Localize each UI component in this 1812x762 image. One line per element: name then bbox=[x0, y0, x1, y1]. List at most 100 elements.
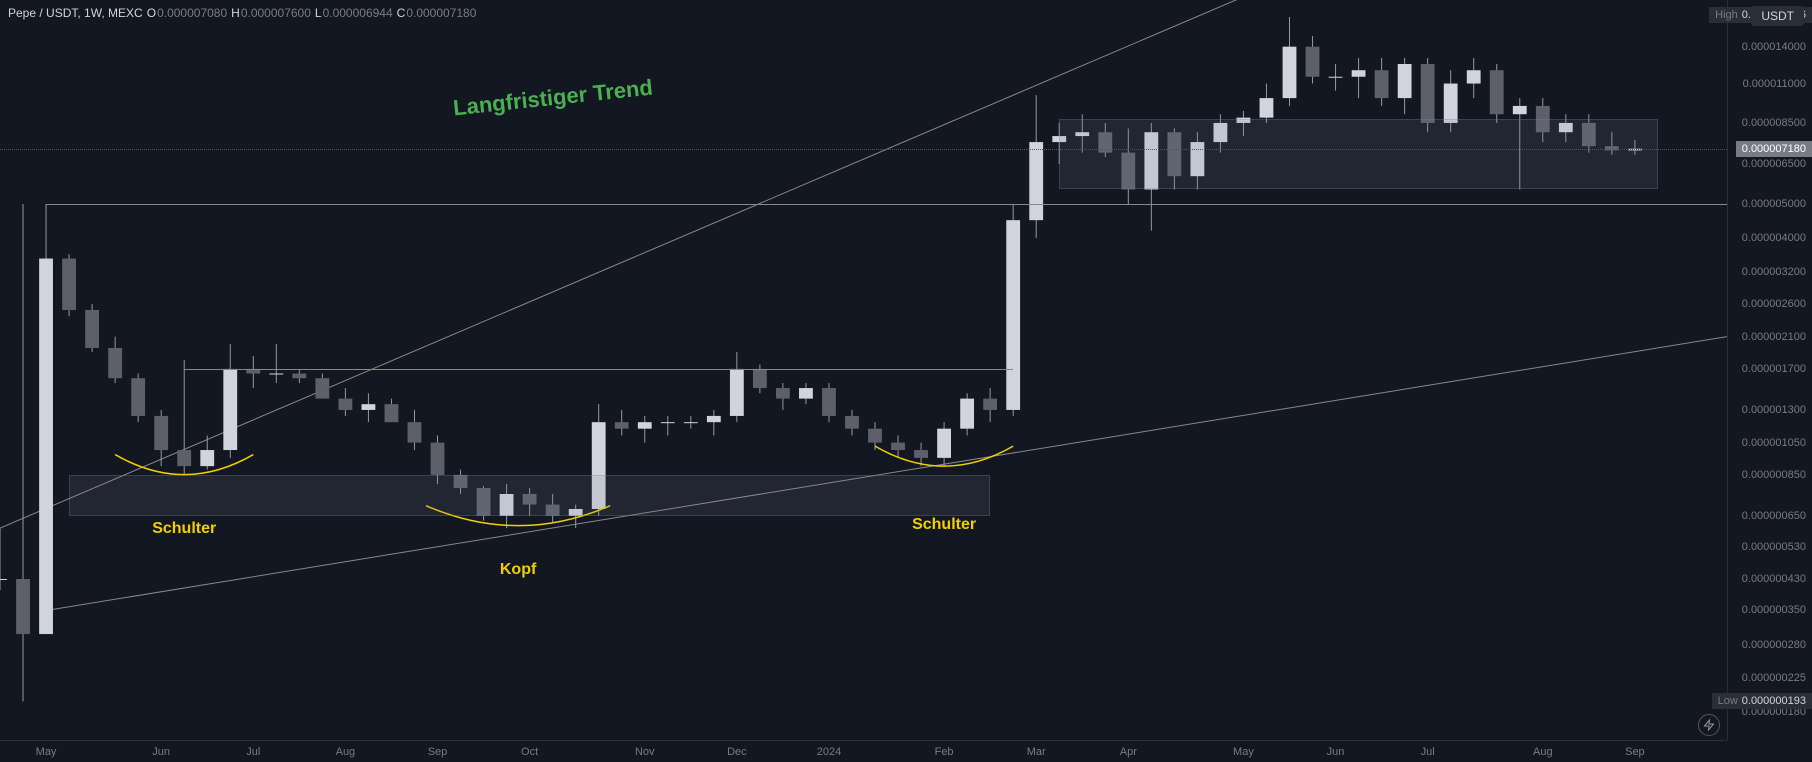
price-tick: 0.000005000 bbox=[1742, 198, 1806, 210]
time-scale[interactable]: May Jun Jul Aug Sep Oct Nov Dec 2024 Feb Mar Apr May… bbox=[0, 740, 1727, 762]
candle-body bbox=[0, 579, 7, 580]
price-tick: 0.000000430 bbox=[1742, 573, 1806, 585]
candle-body bbox=[431, 443, 445, 475]
candle-body bbox=[338, 399, 352, 410]
flash-icon[interactable] bbox=[1698, 714, 1720, 736]
candle-body bbox=[85, 310, 99, 348]
candle-body bbox=[1467, 70, 1481, 83]
price-tick: 0.000002100 bbox=[1742, 331, 1806, 343]
time-tick: Oct bbox=[521, 746, 538, 758]
candle-body bbox=[1260, 98, 1274, 118]
ohlc-open: O0.000007080 bbox=[147, 6, 227, 20]
price-tick: 0.000014000 bbox=[1742, 41, 1806, 53]
time-tick: Dec bbox=[727, 746, 747, 758]
candle-body bbox=[707, 416, 721, 422]
candle-body bbox=[16, 579, 30, 634]
ohlc-high: H0.000007600 bbox=[231, 6, 311, 20]
candle-body bbox=[131, 378, 145, 416]
candle-body bbox=[845, 416, 859, 429]
chart-plot[interactable] bbox=[0, 0, 1727, 740]
pattern-label: Schulter bbox=[912, 516, 976, 534]
price-tick: 0.000003200 bbox=[1742, 266, 1806, 278]
candle-body bbox=[177, 450, 191, 466]
current-price-line bbox=[0, 149, 1727, 150]
candle-body bbox=[108, 348, 122, 378]
time-tick: May bbox=[36, 746, 57, 758]
candle-body bbox=[799, 388, 813, 399]
horizontal-line bbox=[184, 369, 1013, 370]
price-tick: 0.000000530 bbox=[1742, 541, 1806, 553]
candle-body bbox=[776, 388, 790, 399]
candle-body bbox=[1444, 84, 1458, 123]
candle-body bbox=[223, 369, 237, 450]
candle-body bbox=[1329, 77, 1343, 78]
candle-body bbox=[1375, 70, 1389, 98]
price-tick: 0.000000850 bbox=[1742, 469, 1806, 481]
time-tick: Sep bbox=[428, 746, 448, 758]
price-tick: 0.000000225 bbox=[1742, 672, 1806, 684]
candle-body bbox=[983, 399, 997, 410]
candle-body bbox=[960, 399, 974, 429]
candle-body bbox=[362, 404, 376, 410]
time-tick: Feb bbox=[935, 746, 954, 758]
time-tick: Aug bbox=[1533, 746, 1553, 758]
time-tick: Mar bbox=[1027, 746, 1046, 758]
candle-body bbox=[39, 259, 53, 634]
candle-body bbox=[154, 416, 168, 450]
price-tick: 0.000008500 bbox=[1742, 117, 1806, 129]
candle-body bbox=[1421, 64, 1435, 123]
candle-body bbox=[1306, 47, 1320, 77]
candle-body bbox=[891, 443, 905, 450]
candle-body bbox=[385, 404, 399, 422]
price-tick: 0.000000280 bbox=[1742, 639, 1806, 651]
price-zone bbox=[69, 475, 990, 516]
ohlc-close: C0.000007180 bbox=[397, 6, 477, 20]
candle-body bbox=[1398, 64, 1412, 98]
price-tag-low: Low0.000000193 bbox=[1712, 693, 1812, 709]
candle-body bbox=[868, 429, 882, 443]
price-zone bbox=[1059, 119, 1658, 189]
candle-body bbox=[269, 373, 283, 374]
candle-body bbox=[292, 373, 306, 378]
price-tick: 0.000004000 bbox=[1742, 232, 1806, 244]
candle-body bbox=[1283, 47, 1297, 98]
time-tick: Jul bbox=[246, 746, 260, 758]
time-tick: Nov bbox=[635, 746, 655, 758]
price-tick: 0.000001300 bbox=[1742, 404, 1806, 416]
time-tick: May bbox=[1233, 746, 1254, 758]
candle-body bbox=[1006, 220, 1020, 410]
price-tick: 0.000000650 bbox=[1742, 510, 1806, 522]
time-tick: Apr bbox=[1120, 746, 1137, 758]
time-tick: Aug bbox=[336, 746, 356, 758]
candle-body bbox=[1513, 106, 1527, 114]
price-tick: 0.000001050 bbox=[1742, 437, 1806, 449]
candle-body bbox=[1029, 142, 1043, 220]
candle-body bbox=[684, 422, 698, 423]
pattern-label: Schulter bbox=[152, 520, 216, 538]
candle-body bbox=[753, 369, 767, 388]
price-tick: 0.000002600 bbox=[1742, 298, 1806, 310]
candle-body bbox=[638, 422, 652, 429]
candle-body bbox=[408, 422, 422, 442]
candle-body bbox=[1352, 70, 1366, 77]
candle-body bbox=[615, 422, 629, 429]
candle-body bbox=[661, 422, 675, 423]
chart-container[interactable]: Pepe / USDT, 1W, MEXC O0.000007080 H0.00… bbox=[0, 0, 1812, 762]
time-tick: 2024 bbox=[817, 746, 841, 758]
candle-body bbox=[730, 369, 744, 416]
time-tick: Jun bbox=[152, 746, 170, 758]
candle-body bbox=[200, 450, 214, 466]
pattern-label: Kopf bbox=[500, 561, 536, 579]
horizontal-line bbox=[46, 204, 1727, 205]
ohlc-low: L0.000006944 bbox=[315, 6, 393, 20]
candle-body bbox=[822, 388, 836, 416]
quote-currency-badge[interactable]: USDT bbox=[1751, 6, 1804, 26]
price-scale[interactable]: 0.0000001800.0000002250.0000002800.00000… bbox=[1727, 0, 1812, 740]
candle-body bbox=[315, 378, 329, 398]
price-tick: 0.000000350 bbox=[1742, 604, 1806, 616]
candle-body bbox=[1490, 70, 1504, 114]
symbol-text: Pepe / USDT, 1W, MEXC bbox=[8, 6, 143, 20]
price-tick: 0.000011000 bbox=[1743, 78, 1806, 90]
time-tick: Jul bbox=[1421, 746, 1435, 758]
time-tick: Sep bbox=[1625, 746, 1645, 758]
